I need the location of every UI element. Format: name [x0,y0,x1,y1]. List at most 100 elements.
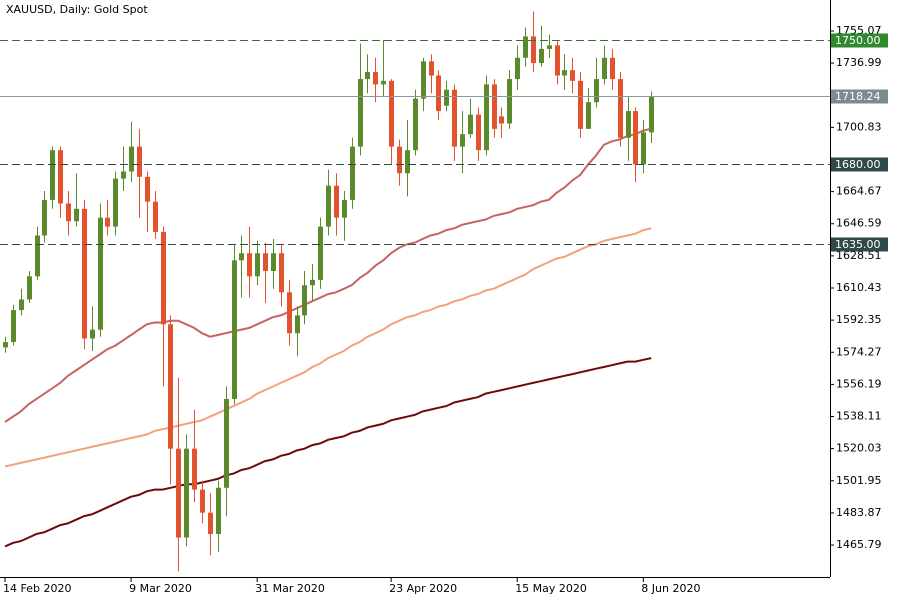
y-tick-label: 1483.87 [836,506,882,519]
candle-body [547,45,552,49]
y-tick-label: 1592.35 [836,313,882,326]
price-level-tag [831,157,888,172]
x-tick-label: 31 Mar 2020 [255,582,325,595]
y-tick-label: 1520.03 [836,442,882,455]
candle-body [295,315,300,334]
price-level-label: 1718.24 [835,90,881,103]
candle-body [302,285,307,316]
candle-body [105,217,110,227]
candle-body [113,178,118,227]
candle-body [578,80,583,129]
candle-body [436,75,441,112]
y-tick-label: 1610.43 [836,281,882,294]
candle-body [239,253,244,261]
candle-body [484,84,489,151]
candle-body [468,114,473,135]
candle-body [602,57,607,80]
candle-body [555,45,560,76]
candle-body [145,176,150,202]
candle-body [216,487,221,534]
price-level-label: 1750.00 [835,34,881,47]
candle-body [161,231,166,325]
price-level-tag [831,237,888,252]
candle-body [405,150,410,174]
candle-body [82,208,87,339]
candle-body [570,70,575,81]
candle-body [247,253,252,277]
candle-body [176,448,181,538]
candle-body [66,203,71,222]
y-tick-label: 1646.59 [836,217,882,230]
candle-body [208,512,213,534]
y-tick-label: 1465.79 [836,538,882,551]
candle-body [610,57,615,80]
candle-body [413,98,418,151]
y-tick-label: 1700.83 [836,120,882,133]
price-level-label: 1635.00 [835,238,881,251]
y-tick-label: 1628.51 [836,249,882,262]
candle-body [499,116,504,124]
candle-body [397,146,402,174]
candle-body [618,79,623,138]
candle-body [74,208,79,222]
candle-body [192,448,197,490]
candle-body [310,279,315,286]
candle-body [594,79,599,103]
candle-body [129,146,134,172]
x-tick-label: 15 May 2020 [515,582,587,595]
y-tick-label: 1501.95 [836,474,882,487]
y-tick-label: 1736.99 [836,56,882,69]
candle-body [326,185,331,227]
candle-body [19,299,24,311]
candle-body [137,146,142,177]
candle-body [271,253,276,271]
price-level-tag [831,33,888,48]
price-level-tag [831,89,888,104]
candle-body [50,150,55,200]
candle-body [98,217,103,330]
candle-body [539,48,544,64]
candle-body [350,146,355,200]
candle-body [184,448,189,538]
candle-body [523,36,528,58]
candle-body [365,71,370,80]
candle-body [633,111,638,165]
candle-body [429,61,434,76]
moving-average-line [4,127,652,423]
candle-body [35,235,40,277]
candle-body [342,199,347,218]
x-tick-label: 23 Apr 2020 [389,582,457,595]
candle-body [58,150,63,204]
candle-body [507,79,512,124]
chart-title: XAUUSD, Daily: Gold Spot [6,3,148,16]
candle-body [90,329,95,339]
candle-body [515,57,520,80]
candle-body [153,201,158,232]
candle-body [476,114,481,151]
candle-body [562,70,567,76]
y-tick-label: 1538.11 [836,410,882,423]
candle-body [42,199,47,236]
candle-body [232,260,237,399]
candle-body [11,310,16,343]
candle-body [27,276,32,300]
price-level-label: 1680.00 [835,158,881,171]
candle-body [168,324,173,449]
candle-body [334,185,339,218]
candle-body [3,342,8,348]
candle-body [531,36,536,64]
candle-body [492,84,497,129]
candle-body [641,132,646,165]
candle-body [287,292,292,334]
candle-body [318,226,323,280]
candle-body [255,253,260,277]
candle-body [460,134,465,147]
moving-average-line [4,357,652,548]
y-tick-label: 1556.19 [836,377,882,390]
candle-body [586,102,591,129]
candle-body [373,71,378,85]
candle-body [224,398,229,488]
